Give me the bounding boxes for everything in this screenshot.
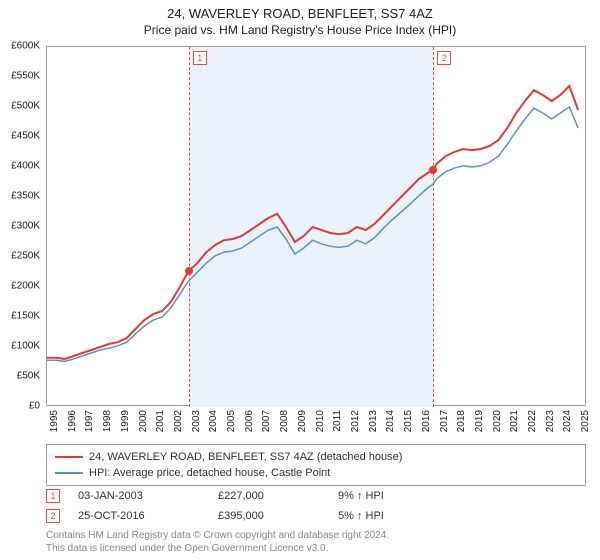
transactions-table: 1 03-JAN-2003£227,0009% ↑ HPI 2 25-OCT-2016… <box>46 486 586 526</box>
x-tick-label: 1998 <box>102 410 113 432</box>
y-tick-label: £250K <box>11 251 40 262</box>
x-tick-label: 2005 <box>226 410 237 432</box>
transaction-marker: 1 <box>46 489 60 503</box>
x-tick-label: 2006 <box>244 410 255 432</box>
transaction-row: 2 25-OCT-2016£395,0005% ↑ HPI <box>46 506 586 526</box>
x-tick-label: 2007 <box>261 410 272 432</box>
y-tick-label: £550K <box>11 71 40 82</box>
x-tick-label: 2023 <box>545 410 556 432</box>
x-tick-label: 2009 <box>297 410 308 432</box>
legend-row: 24, WAVERLEY ROAD, BENFLEET, SS7 4AZ (de… <box>55 449 577 465</box>
x-tick-label: 1996 <box>67 410 78 432</box>
y-tick-label: £350K <box>11 191 40 202</box>
x-tick-label: 2012 <box>350 410 361 432</box>
series-line-property <box>47 86 578 359</box>
transaction-row: 1 03-JAN-2003£227,0009% ↑ HPI <box>46 486 586 506</box>
x-tick-label: 2003 <box>191 410 202 432</box>
chart-area: 12 £0£50K£100K£150K£200K£250K£300K£350K£… <box>46 46 586 406</box>
chart-series-svg <box>47 47 587 407</box>
transaction-price: £395,000 <box>218 510 338 522</box>
x-tick-label: 2019 <box>474 410 485 432</box>
chart-plot: 12 <box>46 46 586 406</box>
transaction-delta: 9% ↑ HPI <box>338 490 458 502</box>
legend-swatch <box>55 472 83 474</box>
x-tick-label: 2010 <box>315 410 326 432</box>
y-tick-label: £100K <box>11 341 40 352</box>
chart-title-sub: Price paid vs. HM Land Registry's House … <box>0 23 600 37</box>
y-tick-label: £450K <box>11 131 40 142</box>
transaction-date: 03-JAN-2003 <box>78 490 218 502</box>
x-tick-label: 2017 <box>439 410 450 432</box>
chart-footer: Contains HM Land Registry data © Crown c… <box>46 530 586 555</box>
y-tick-label: £500K <box>11 101 40 112</box>
legend-label: HPI: Average price, detached house, Cast… <box>89 467 330 479</box>
x-tick-label: 2002 <box>173 410 184 432</box>
transaction-price: £227,000 <box>218 490 338 502</box>
y-tick-label: £200K <box>11 281 40 292</box>
legend-label: 24, WAVERLEY ROAD, BENFLEET, SS7 4AZ (de… <box>89 451 402 463</box>
x-tick-label: 2020 <box>492 410 503 432</box>
x-tick-label: 2014 <box>385 410 396 432</box>
y-tick-label: £50K <box>17 371 40 382</box>
y-tick-label: £0 <box>29 401 40 412</box>
x-tick-label: 2021 <box>509 410 520 432</box>
chart-title-block: 24, WAVERLEY ROAD, BENFLEET, SS7 4AZ Pri… <box>0 0 600 37</box>
series-line-hpi <box>47 107 578 361</box>
transaction-marker: 2 <box>46 509 60 523</box>
x-tick-label: 2000 <box>138 410 149 432</box>
x-tick-label: 1997 <box>84 410 95 432</box>
chart-legend: 24, WAVERLEY ROAD, BENFLEET, SS7 4AZ (de… <box>46 444 586 486</box>
y-tick-label: £150K <box>11 311 40 322</box>
x-tick-label: 2001 <box>155 410 166 432</box>
chart-title-main: 24, WAVERLEY ROAD, BENFLEET, SS7 4AZ <box>0 6 600 21</box>
legend-swatch <box>55 456 83 458</box>
page-root: 24, WAVERLEY ROAD, BENFLEET, SS7 4AZ Pri… <box>0 0 600 560</box>
y-tick-label: £300K <box>11 221 40 232</box>
x-tick-label: 2016 <box>421 410 432 432</box>
x-tick-label: 2024 <box>562 410 573 432</box>
footer-line-2: This data is licensed under the Open Gov… <box>46 543 586 556</box>
x-tick-label: 2015 <box>403 410 414 432</box>
x-tick-label: 2022 <box>527 410 538 432</box>
x-tick-label: 1999 <box>120 410 131 432</box>
x-tick-label: 2018 <box>456 410 467 432</box>
x-tick-label: 2025 <box>580 410 591 432</box>
transaction-date: 25-OCT-2016 <box>78 510 218 522</box>
x-tick-label: 1995 <box>49 410 60 432</box>
y-tick-label: £400K <box>11 161 40 172</box>
x-tick-label: 2008 <box>279 410 290 432</box>
transaction-delta: 5% ↑ HPI <box>338 510 458 522</box>
footer-line-1: Contains HM Land Registry data © Crown c… <box>46 530 586 543</box>
legend-row: HPI: Average price, detached house, Cast… <box>55 465 577 481</box>
x-tick-label: 2013 <box>368 410 379 432</box>
x-tick-label: 2011 <box>332 410 343 432</box>
y-tick-label: £600K <box>11 41 40 52</box>
x-tick-label: 2004 <box>208 410 219 432</box>
